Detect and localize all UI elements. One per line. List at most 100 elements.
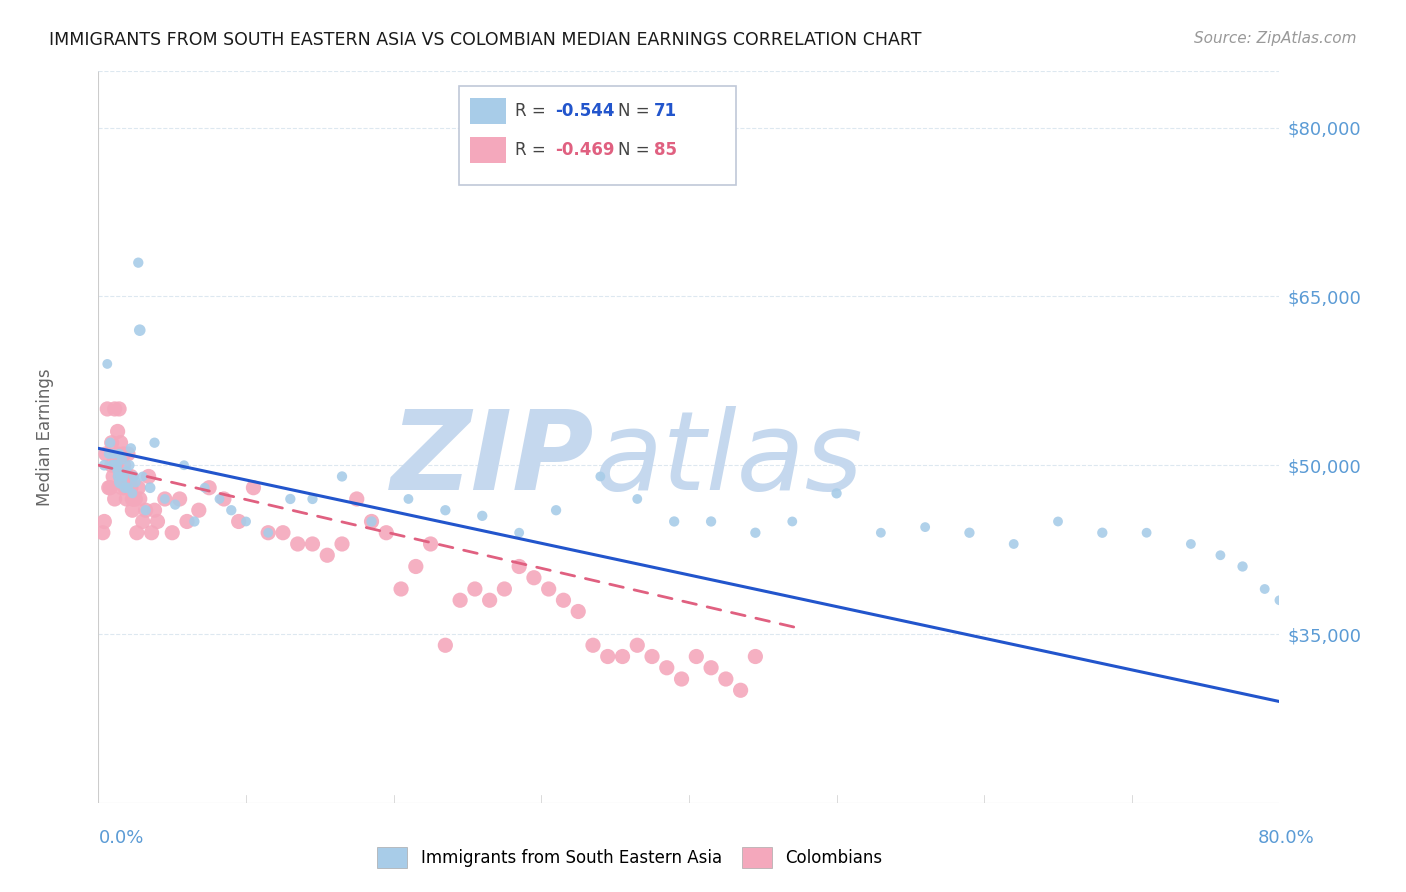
Point xyxy=(117,469,139,483)
Point xyxy=(124,491,146,506)
Point xyxy=(655,661,678,675)
Text: 0.0%: 0.0% xyxy=(98,829,143,847)
Point xyxy=(449,593,471,607)
Point xyxy=(194,481,217,495)
Point xyxy=(103,469,125,483)
Point xyxy=(103,447,125,461)
Point xyxy=(110,469,132,483)
Point xyxy=(100,435,122,450)
Point xyxy=(111,452,134,467)
Point xyxy=(914,520,936,534)
Point xyxy=(96,401,118,416)
Point xyxy=(97,447,120,461)
Text: ZIP: ZIP xyxy=(391,406,595,513)
Point xyxy=(360,515,382,529)
Point xyxy=(139,481,162,495)
Point xyxy=(730,683,752,698)
Point xyxy=(1268,593,1291,607)
Point xyxy=(589,469,612,483)
Point xyxy=(1091,525,1114,540)
Text: Median Earnings: Median Earnings xyxy=(37,368,55,506)
Point xyxy=(110,435,132,450)
Point xyxy=(127,481,149,495)
Point xyxy=(105,458,128,473)
Point xyxy=(121,503,143,517)
Point xyxy=(143,435,166,450)
Point xyxy=(537,582,560,596)
Text: 80.0%: 80.0% xyxy=(1258,829,1315,847)
Point xyxy=(464,582,486,596)
Point xyxy=(173,458,195,473)
Point xyxy=(100,458,122,473)
Point xyxy=(434,638,457,652)
Point xyxy=(1254,582,1277,596)
Point xyxy=(128,491,150,506)
Point xyxy=(228,515,250,529)
Text: R =: R = xyxy=(516,141,551,159)
Point xyxy=(143,503,166,517)
Point xyxy=(135,503,157,517)
Point xyxy=(153,491,176,506)
Point xyxy=(330,469,353,483)
Text: 85: 85 xyxy=(654,141,676,159)
Point xyxy=(419,537,441,551)
Point xyxy=(104,401,127,416)
Point xyxy=(120,442,142,456)
Point xyxy=(959,525,981,540)
Point xyxy=(107,425,129,439)
Text: atlas: atlas xyxy=(595,406,863,513)
Point xyxy=(330,537,353,551)
Point xyxy=(700,661,723,675)
Point xyxy=(153,491,176,506)
Point xyxy=(1232,559,1254,574)
Point xyxy=(114,481,136,495)
Point xyxy=(257,525,280,540)
Point xyxy=(97,481,120,495)
Point xyxy=(107,464,129,478)
Point xyxy=(118,481,141,495)
Point xyxy=(1209,548,1232,562)
Point xyxy=(146,515,169,529)
Point xyxy=(825,486,848,500)
Point xyxy=(508,525,530,540)
Point xyxy=(208,491,231,506)
Point xyxy=(117,481,139,495)
Point xyxy=(118,481,141,495)
Point xyxy=(242,481,264,495)
Point xyxy=(1298,706,1320,720)
Text: -0.544: -0.544 xyxy=(555,102,614,120)
Point xyxy=(141,525,163,540)
Point xyxy=(100,458,122,473)
Point xyxy=(183,515,205,529)
Point xyxy=(567,605,589,619)
Point xyxy=(112,447,135,461)
Point xyxy=(121,491,143,506)
Point xyxy=(138,469,160,483)
Point xyxy=(612,649,634,664)
Point xyxy=(714,672,737,686)
Point xyxy=(128,323,150,337)
Point xyxy=(1046,515,1070,529)
Point xyxy=(93,458,115,473)
Point xyxy=(91,525,114,540)
Point xyxy=(360,515,382,529)
Point xyxy=(1313,593,1336,607)
Point xyxy=(107,469,129,483)
Point xyxy=(114,481,136,495)
Point xyxy=(110,469,132,483)
Point xyxy=(112,458,135,473)
Point xyxy=(434,503,457,517)
Point xyxy=(235,515,257,529)
Point xyxy=(120,469,142,483)
Point xyxy=(582,638,605,652)
Point xyxy=(523,571,546,585)
Point xyxy=(122,491,145,506)
Point xyxy=(316,548,339,562)
Point xyxy=(94,447,117,461)
Text: Source: ZipAtlas.com: Source: ZipAtlas.com xyxy=(1194,31,1357,46)
Point xyxy=(212,491,235,506)
Text: -0.469: -0.469 xyxy=(555,141,614,159)
Point xyxy=(346,491,368,506)
Point xyxy=(110,475,132,489)
Point xyxy=(176,515,198,529)
